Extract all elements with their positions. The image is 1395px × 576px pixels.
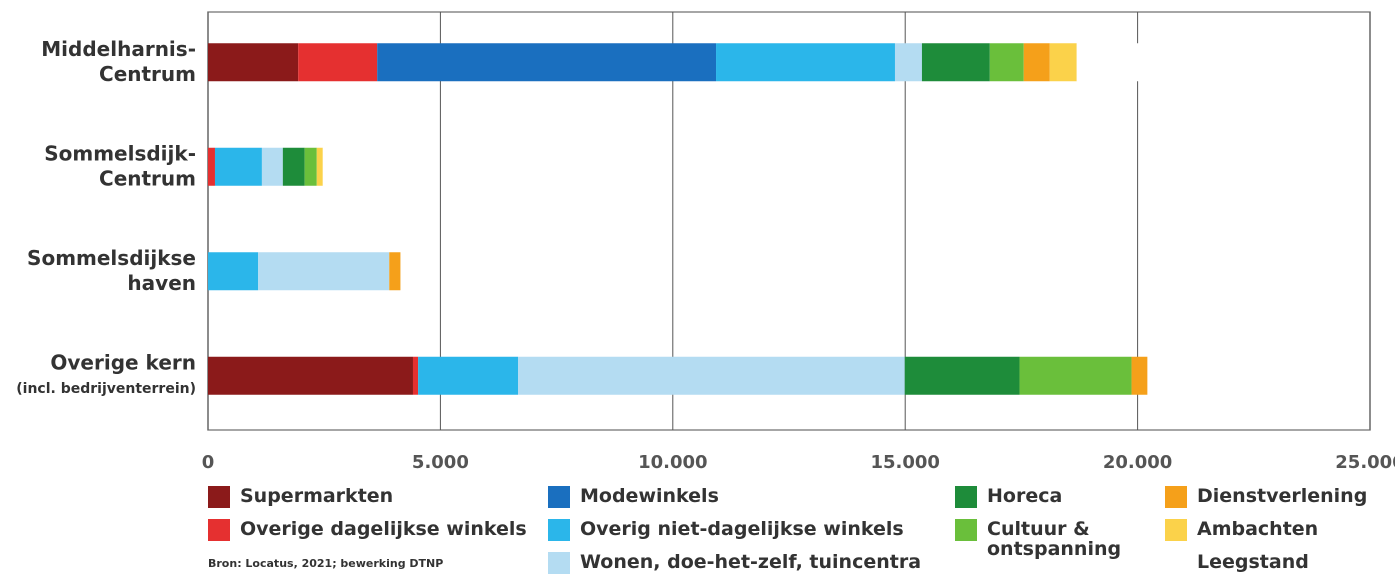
- bar-segment: [518, 356, 905, 395]
- source: Bron: Locatus, 2021; bewerking DTNP: [208, 557, 444, 570]
- x-tick-label: 5.000: [412, 452, 469, 473]
- legend-label: Supermarkten: [240, 485, 394, 507]
- bar-segment: [894, 43, 922, 82]
- legend-swatch: [1165, 519, 1187, 541]
- legend-item: Ambachten: [1165, 519, 1318, 541]
- legend-swatch: [548, 519, 570, 541]
- x-tick-label: 20.000: [1103, 452, 1172, 473]
- bar-segment: [304, 147, 317, 186]
- legend-swatch: [548, 552, 570, 574]
- bar-segment: [214, 147, 262, 186]
- legend-label: Horeca: [987, 485, 1063, 507]
- bar-segment: [322, 147, 332, 186]
- legend-swatch: [1165, 552, 1187, 574]
- bar-segment: [1049, 43, 1077, 82]
- bar-segment: [1076, 43, 1205, 82]
- legend-item: Supermarkten: [208, 486, 393, 508]
- bar-segment: [208, 252, 259, 291]
- x-tick-label: 10.000: [638, 452, 707, 473]
- bar-segment: [418, 356, 519, 395]
- legend-item: Overig niet-dagelijkse winkels: [548, 519, 904, 541]
- y-tick-label: Sommelsdijk-: [44, 141, 196, 165]
- legend-swatch: [955, 519, 977, 541]
- legend-label: Cultuur & ontspanning: [987, 518, 1122, 560]
- y-tick-label: (incl. bedrijventerrein): [16, 381, 196, 397]
- legend-swatch: [955, 486, 977, 508]
- legend-label: Wonen, doe-het-zelf, tuincentra: [580, 551, 922, 573]
- bar-segment: [989, 43, 1024, 82]
- bar-segment: [261, 147, 283, 186]
- bar-segment: [1019, 356, 1132, 395]
- legend-swatch: [208, 519, 230, 541]
- bar-segment: [208, 147, 215, 186]
- y-tick-label: Sommelsdijkse: [27, 246, 196, 270]
- bar-segment: [298, 43, 378, 82]
- bar-segment: [258, 252, 390, 291]
- bar-segment: [377, 43, 717, 82]
- y-tick-label: Centrum: [99, 62, 196, 86]
- legend-swatch: [208, 486, 230, 508]
- legend-label: Overig niet-dagelijkse winkels: [580, 518, 904, 540]
- legend-item: Modewinkels: [548, 486, 719, 508]
- legend-label: Dienstverlening: [1197, 485, 1368, 507]
- bar-segment: [716, 43, 895, 82]
- bar-segment: [282, 147, 305, 186]
- bar-segment: [389, 252, 401, 291]
- legend-label: Leegstand: [1197, 551, 1309, 573]
- x-tick-label: 0: [202, 452, 215, 473]
- y-tick-label: haven: [127, 271, 196, 295]
- legend-label: Ambachten: [1197, 518, 1319, 540]
- y-tick-label: Centrum: [99, 166, 196, 190]
- legend-item: Horeca: [955, 486, 1062, 508]
- bar-segment: [208, 356, 413, 395]
- legend-swatch: [548, 486, 570, 508]
- bar-segment: [1131, 356, 1148, 395]
- bar-segment: [904, 356, 1020, 395]
- y-tick-label: Overige kern: [50, 350, 196, 374]
- legend-item: Dienstverlening: [1165, 486, 1367, 508]
- legend-label: Overige dagelijkse winkels: [240, 518, 527, 540]
- bar-segment: [208, 43, 299, 82]
- x-tick-label: 25.000: [1335, 452, 1395, 473]
- bar-segment: [1023, 43, 1050, 82]
- bar-segment: [921, 43, 990, 82]
- legend-swatch: [1165, 486, 1187, 508]
- bar-segment: [316, 147, 323, 186]
- y-tick-label: Middelharnis-: [41, 37, 196, 61]
- legend-item: Leegstand: [1165, 552, 1309, 574]
- bar-segment: [412, 356, 419, 395]
- legend-item: Cultuur & ontspanning: [955, 519, 1125, 559]
- legend-item: Overige dagelijkse winkels: [208, 519, 527, 541]
- legend-item: Wonen, doe-het-zelf, tuincentra: [548, 552, 921, 574]
- x-tick-label: 15.000: [870, 452, 939, 473]
- legend-label: Modewinkels: [580, 485, 719, 507]
